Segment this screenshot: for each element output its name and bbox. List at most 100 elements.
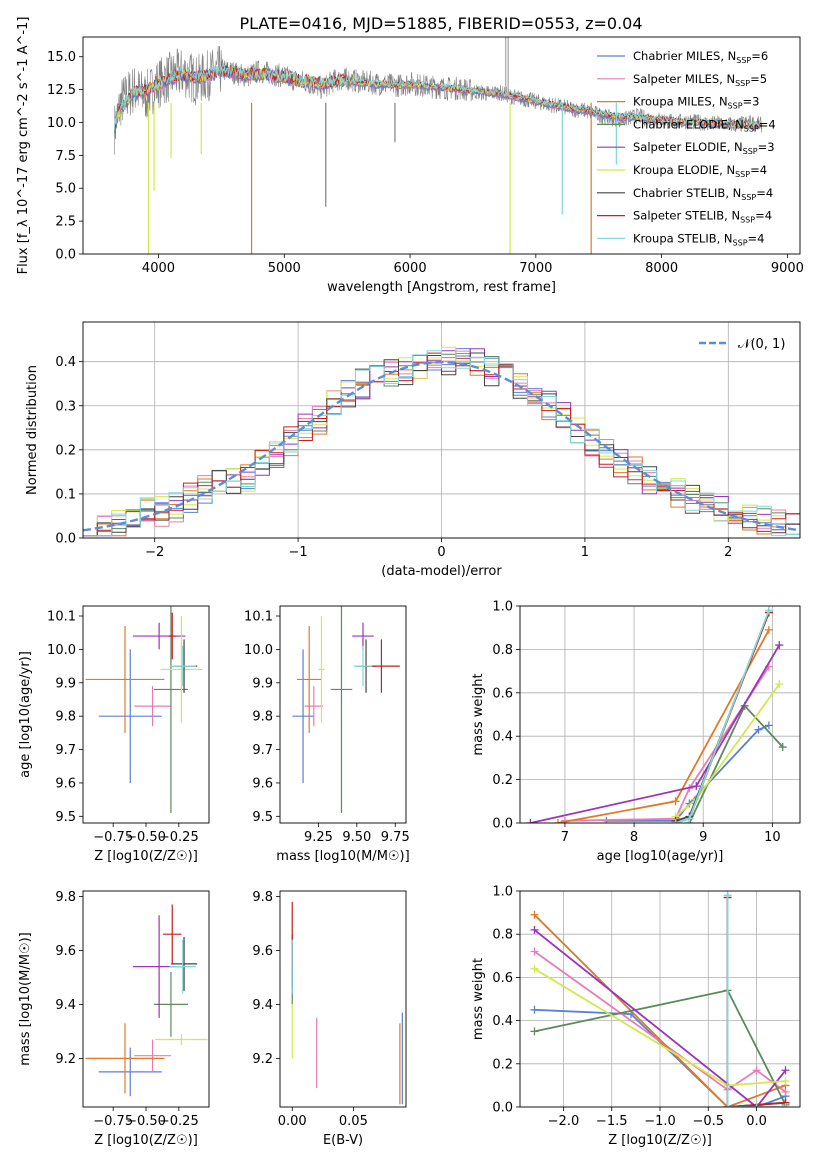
x-tick-label: 8000 <box>645 261 678 276</box>
legend-entry-3: Chabrier ELODIE, NSSP=4 <box>633 117 776 133</box>
mass-vs-EBV-frame <box>279 890 407 1108</box>
x-tick-label: −0.50 <box>126 1114 166 1129</box>
observed-spectrum <box>114 45 763 155</box>
y-tick-label: 10.0 <box>47 643 76 658</box>
mass-weight-line-8 <box>726 895 786 1107</box>
y-tick-label: 10.0 <box>244 643 273 658</box>
massweight-vs-age-axes: 7 8 9 10 0.0 0.2 0.4 0.6 0.8 1.0 age [log10(age/yr… <box>471 600 800 864</box>
x-tick-label: 0.05 <box>339 1114 368 1129</box>
x-tick-label: 9.50 <box>342 830 371 845</box>
massweight-vs-age-frame <box>519 605 801 824</box>
mass-weight-marker-5 <box>530 964 539 973</box>
mass-weight-marker-5 <box>781 1077 790 1086</box>
x-tick-label: −1.0 <box>644 1114 676 1129</box>
mass-vs-Z-frame <box>82 890 210 1108</box>
mass-weight-marker-2 <box>554 819 563 823</box>
y-tick-label: 9.9 <box>252 676 273 691</box>
massweight-vs-Z-axes: −2.0 −1.5 −1.0 −0.5 0.0 0.0 0.2 0.4 0.6 0.8 1.0 Z [… <box>471 885 800 1148</box>
y-tick-label: 9.4 <box>55 998 76 1013</box>
x-tick-label: 6000 <box>394 261 427 276</box>
legend-entry-normal: 𝒩(0, 1) <box>738 337 785 352</box>
mass-weight-marker-4 <box>781 1066 790 1075</box>
x-tick-label: −1.5 <box>596 1114 628 1129</box>
mass-weight-marker-1 <box>530 947 539 956</box>
x-tick-label: 8 <box>630 830 638 845</box>
y-tick-label: 9.6 <box>55 776 76 791</box>
y-tick-label: 1.0 <box>492 600 513 615</box>
y-tick-label: 5.0 <box>55 182 76 197</box>
x-tick-label: 7 <box>561 830 569 845</box>
mass-weight-marker-0 <box>530 1005 539 1014</box>
x-tick-label: −0.75 <box>93 1114 133 1129</box>
y-tick-label: 9.6 <box>252 944 273 959</box>
mass-weight-marker-0 <box>764 721 773 730</box>
x-tick-label: −2 <box>145 545 164 560</box>
x-tick-label: 9000 <box>771 261 804 276</box>
y-tick-label: 0.4 <box>55 355 76 370</box>
age-vs-Z-axes: −0.75−0.50−0.25 9.5 9.6 9.7 9.8 9.9 10.0 10.1 Z … <box>18 610 199 864</box>
x-tick-label: 9.25 <box>304 830 333 845</box>
legend-entry-1: Salpeter MILES, NSSP=5 <box>633 72 767 88</box>
massweight-vs-Z-plot-area <box>530 891 790 1107</box>
mass-weight-line-1 <box>533 950 787 1093</box>
x-tick-label: 9.75 <box>381 830 410 845</box>
age-vs-mass-plot-area <box>292 606 400 813</box>
legend-entry-6: Chabrier STELIB, NSSP=4 <box>633 186 773 202</box>
x-tick-label: 2 <box>724 545 732 560</box>
mass-weight-marker-8 <box>685 814 694 823</box>
y-tick-label: 9.5 <box>55 810 76 825</box>
age-vs-Z-plot-area <box>85 606 203 813</box>
y-axis-label: age [log10(age/yr)] <box>18 651 33 778</box>
figure-title: PLATE=0416, MJD=51885, FIBERID=0553, z=0… <box>239 14 642 33</box>
y-tick-label: 2.5 <box>55 215 76 230</box>
y-tick-label: 10.1 <box>244 610 273 625</box>
y-tick-label: 0.2 <box>492 1057 513 1072</box>
mass-weight-marker-4 <box>692 782 701 791</box>
y-tick-label: 0.3 <box>55 399 76 414</box>
spectrum-frame <box>82 36 801 255</box>
mass-weight-marker-0 <box>754 725 763 734</box>
residuals-plot-area <box>83 346 800 538</box>
x-tick-label: 10 <box>764 830 781 845</box>
mass-weight-marker-2 <box>764 625 773 634</box>
mass-weight-line-4 <box>530 644 781 823</box>
y-tick-label: 0.0 <box>55 248 76 263</box>
y-tick-label: 0.4 <box>492 730 513 745</box>
mass-weight-line-5 <box>675 683 781 818</box>
y-tick-label: 0.2 <box>55 443 76 458</box>
y-tick-label: 0.6 <box>492 971 513 986</box>
residuals-frame <box>82 321 801 539</box>
x-tick-label: 1 <box>581 545 589 560</box>
legend-entry-5: Kroupa ELODIE, NSSP=4 <box>633 163 767 179</box>
x-tick-label: 0.00 <box>278 1114 307 1129</box>
x-tick-label: 5000 <box>268 261 301 276</box>
mass-weight-marker-3 <box>530 1027 539 1036</box>
x-tick-label: 0.0 <box>746 1114 767 1129</box>
age-vs-mass-frame <box>279 605 407 824</box>
y-tick-label: 7.5 <box>55 149 76 164</box>
y-tick-label: 9.9 <box>55 676 76 691</box>
x-tick-label: 4000 <box>142 261 175 276</box>
x-axis-label: Z [log10(Z/Z☉)] <box>608 1133 712 1148</box>
mass-weight-marker-8 <box>723 891 732 900</box>
mass-weight-marker-8 <box>671 819 680 823</box>
mass-vs-EBV-axes: 0.00 0.05 9.2 9.4 9.6 9.8 E(B-V) <box>252 890 368 1148</box>
x-tick-label: −1 <box>289 545 308 560</box>
mass-weight-marker-4 <box>530 925 539 934</box>
x-tick-label: −0.5 <box>692 1114 724 1129</box>
x-tick-label: −2.0 <box>548 1114 580 1129</box>
x-tick-label: −0.50 <box>126 830 166 845</box>
mass-weight-marker-8 <box>723 1103 732 1107</box>
x-axis-label: mass [log10(M/M☉)] <box>276 849 409 864</box>
mass-weight-marker-8 <box>752 1103 761 1107</box>
x-tick-label: 9 <box>699 830 707 845</box>
mass-weight-marker-1 <box>752 1066 761 1075</box>
y-axis-label: Flux [f_λ 10^-17 erg cm^-2 s^-1 A^-1] <box>16 17 31 275</box>
residual-histogram-8 <box>83 350 800 538</box>
y-tick-label: 9.8 <box>55 710 76 725</box>
mass-weight-marker-2 <box>671 797 680 806</box>
x-axis-label: Z [log10(Z/Z☉)] <box>94 1133 198 1148</box>
y-tick-label: 9.6 <box>55 944 76 959</box>
y-tick-label: 0.8 <box>492 928 513 943</box>
y-tick-label: 9.5 <box>252 810 273 825</box>
